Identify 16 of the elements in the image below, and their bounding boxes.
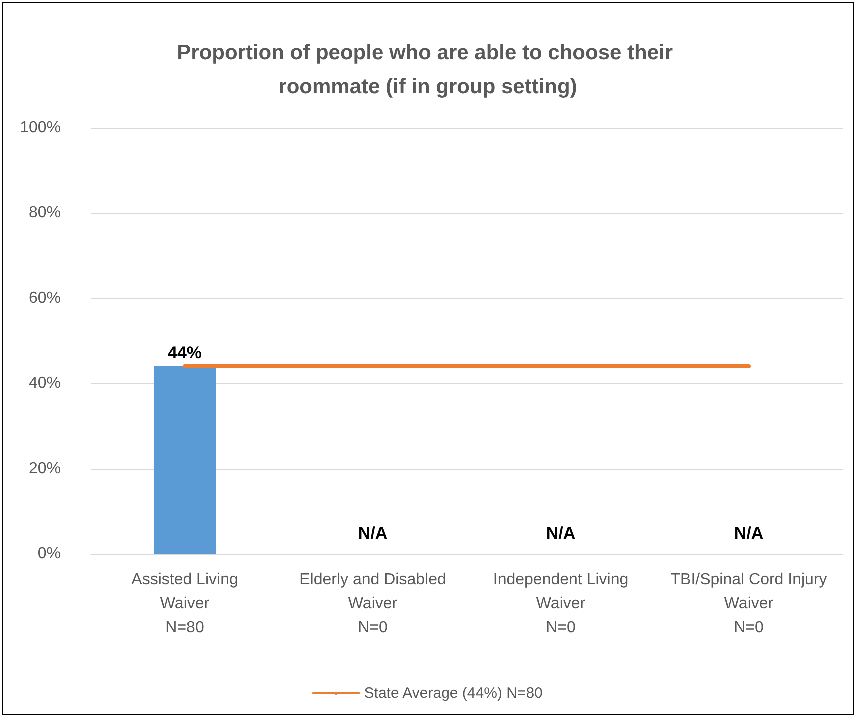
x-tick-label: Independent Living Waiver N=0	[493, 572, 629, 636]
y-tick-label: 20%	[28, 460, 61, 478]
y-tick-label: 60%	[28, 290, 61, 307]
text: N/A	[546, 524, 576, 543]
chart-title: Proportion of people who are able to choose their roommate (if in group setting)	[177, 42, 679, 98]
y-tick-label: 40%	[28, 375, 61, 392]
x-tick-label: Assisted Living Waiver N=80	[132, 572, 238, 636]
y-tick-label: 80%	[28, 204, 61, 222]
data-label: 44%	[168, 344, 202, 363]
legend-label: State Average (44%) N=80	[364, 685, 543, 702]
text: N/A	[734, 524, 764, 543]
x-tick-label: TBI/Spinal Cord Injury Waiver N=0	[670, 572, 828, 636]
y-tick-label: 100%	[20, 120, 61, 136]
x-tick-label: Elderly and Disabled Waiver N=0	[300, 572, 446, 636]
text: N/A	[358, 524, 388, 543]
y-tick-label: 0%	[38, 546, 61, 562]
